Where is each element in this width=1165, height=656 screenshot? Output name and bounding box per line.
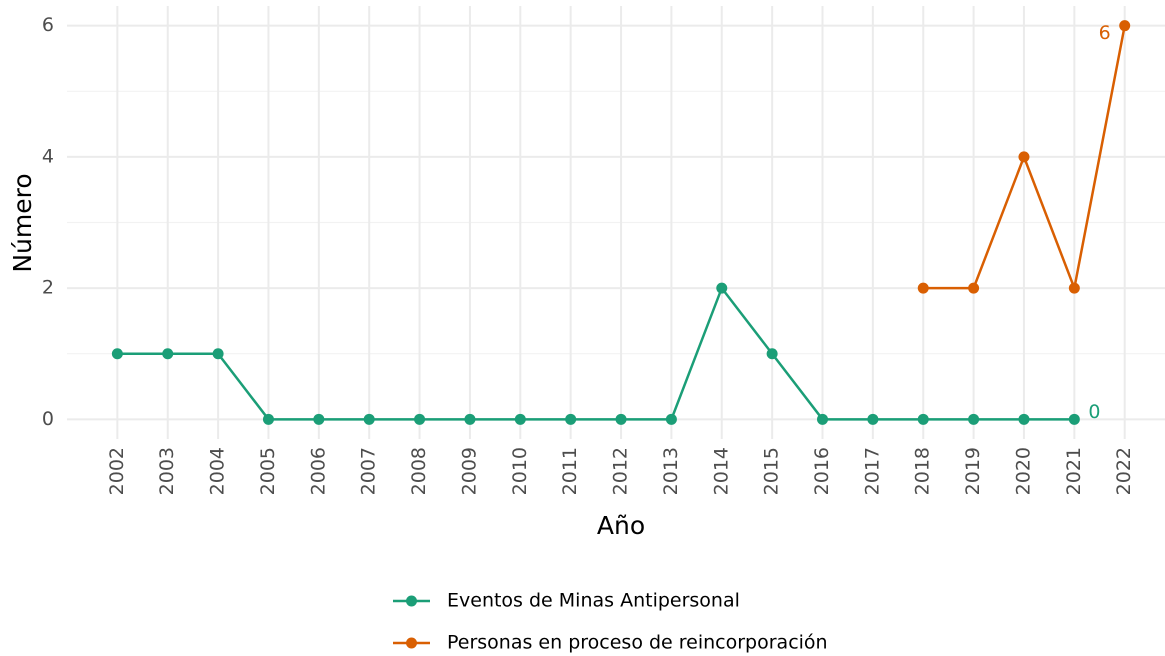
y-tick-label: 4 [42,145,54,167]
y-axis-title: Número [8,173,37,272]
point [212,348,224,360]
point [716,282,728,294]
end-label: 6 [1099,22,1111,44]
point [1018,413,1030,425]
x-tick-label: 2006 [307,447,329,495]
x-tick-label: 2013 [660,447,682,495]
point [665,413,677,425]
y-tick-label: 0 [42,408,54,430]
point [414,413,426,425]
point [615,413,627,425]
point [766,348,778,360]
point [262,413,274,425]
x-tick-label: 2019 [962,447,984,495]
point [1119,20,1131,32]
series-line [117,285,1075,421]
point [867,413,879,425]
x-tick-label: 2017 [861,447,883,495]
point [817,413,829,425]
point [1068,282,1080,294]
x-tick-label: 2005 [257,447,279,495]
x-axis-title: Año [597,511,645,540]
x-tick-label: 2010 [509,447,531,495]
x-tick-label: 2004 [207,447,229,495]
x-tick-label: 2020 [1012,447,1034,495]
legend-key-point [406,637,417,649]
x-tick-label: 2002 [106,447,128,495]
point [111,348,123,360]
y-tick-label: 6 [42,14,54,36]
point [968,282,980,294]
end-label: 0 [1088,401,1100,423]
x-tick-label: 2008 [408,447,430,495]
point [313,413,325,425]
point [1068,413,1080,425]
point [968,413,980,425]
legend-text: Eventos de Minas Antipersonal [447,590,740,612]
point [917,282,929,294]
x-tick-label: 2016 [811,447,833,495]
point [162,348,174,360]
grid [67,6,1165,439]
point [363,413,375,425]
x-tick-label: 2021 [1063,447,1085,495]
y-tick-label: 2 [42,277,54,299]
point [917,413,929,425]
x-tick-label: 2003 [156,447,178,495]
x-tick-label: 2022 [1113,447,1135,495]
x-tick-label: 2014 [710,447,732,495]
legend-text: Personas en proceso de reincorporación [447,632,828,654]
point [464,413,476,425]
x-tick-label: 2011 [559,447,581,495]
point [565,413,577,425]
x-tick-label: 2012 [610,447,632,495]
x-tick-label: 2007 [358,447,380,495]
x-tick-label: 2009 [458,447,480,495]
x-tick-label: 2015 [761,447,783,495]
x-tick-label: 2018 [912,447,934,495]
point [514,413,526,425]
legend-key-point [406,595,417,607]
point [1018,151,1030,163]
